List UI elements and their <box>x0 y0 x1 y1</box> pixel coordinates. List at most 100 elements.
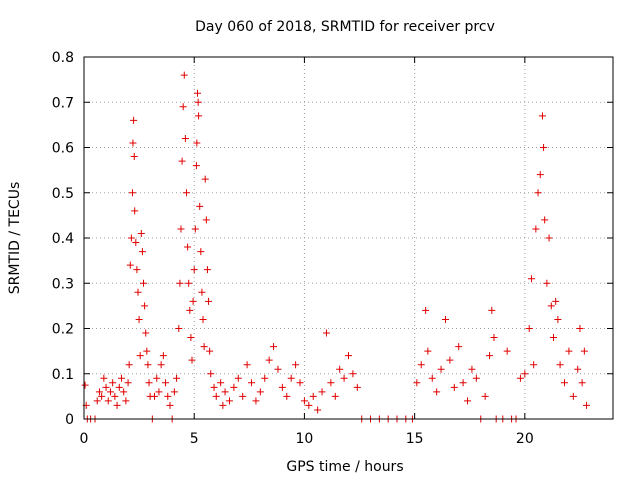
data-point <box>181 134 189 142</box>
data-point <box>136 352 144 360</box>
y-tick-label: 0.7 <box>52 95 74 111</box>
data-point <box>205 297 213 305</box>
data-point <box>130 116 138 124</box>
data-point <box>481 392 489 400</box>
data-point <box>198 288 206 296</box>
data-point <box>206 347 214 355</box>
data-point <box>164 392 172 400</box>
data-point <box>521 370 529 378</box>
data-point <box>140 279 148 287</box>
data-point <box>565 347 573 355</box>
data-point <box>230 383 238 391</box>
data-point <box>472 374 480 382</box>
data-point <box>353 383 361 391</box>
y-tick-label: 0.3 <box>52 276 74 292</box>
data-point <box>561 379 569 387</box>
data-point <box>153 374 161 382</box>
data-point <box>210 383 218 391</box>
data-point <box>95 388 103 396</box>
x-tick-label: 20 <box>516 431 534 447</box>
data-point <box>283 392 291 400</box>
data-point <box>188 356 196 364</box>
data-point <box>345 352 352 360</box>
data-point <box>486 352 494 360</box>
axis-ticks: 0 0.1 0.2 0.3 0.4 0.5 0.6 0.7 0.8 0 5 10 15 20 <box>52 50 613 447</box>
data-point <box>189 297 197 305</box>
data-point <box>194 89 202 97</box>
data-point <box>464 397 472 405</box>
data-point <box>527 275 535 283</box>
data-point <box>132 239 140 247</box>
data-point <box>583 401 591 409</box>
data-point <box>554 315 562 323</box>
data-point <box>192 162 200 170</box>
data-point <box>459 379 467 387</box>
data-point <box>130 153 138 161</box>
data-point <box>296 379 304 387</box>
y-tick-label: 0.8 <box>52 50 74 66</box>
data-point <box>545 234 553 242</box>
data-point <box>190 266 198 274</box>
data-point <box>135 315 143 323</box>
data-point <box>155 388 163 396</box>
data-point <box>300 397 308 405</box>
x-tick-label: 0 <box>80 431 89 447</box>
data-point <box>126 261 134 269</box>
data-point <box>219 401 227 409</box>
data-point <box>178 157 186 165</box>
data-point <box>243 361 251 369</box>
chart-title: Day 060 of 2018, SRMTID for receiver prc… <box>195 19 495 35</box>
data-point <box>212 392 220 400</box>
data-point <box>173 374 181 382</box>
data-point <box>162 379 170 387</box>
data-point <box>424 347 432 355</box>
data-point <box>503 347 511 355</box>
data-point <box>111 392 119 400</box>
data-point <box>137 229 145 237</box>
data-point <box>131 207 139 215</box>
data-point <box>177 225 185 233</box>
data-point <box>127 234 135 242</box>
data-point <box>176 279 184 287</box>
data-point <box>336 365 344 373</box>
y-tick-label: 0.5 <box>52 186 74 202</box>
data-point <box>413 379 421 387</box>
data-point <box>441 315 449 323</box>
data-point <box>305 401 313 409</box>
data-point <box>157 361 165 369</box>
data-point <box>318 388 326 396</box>
data-point <box>141 302 149 310</box>
data-point <box>239 392 247 400</box>
data-point <box>428 374 436 382</box>
grid-layer <box>84 57 613 419</box>
data-point <box>124 379 132 387</box>
data-point <box>104 397 112 405</box>
data-point <box>207 370 215 378</box>
y-tick-label: 0.4 <box>52 231 74 247</box>
data-point <box>525 325 533 332</box>
data-point <box>261 374 269 382</box>
data-point <box>552 297 560 305</box>
data-point <box>184 243 192 251</box>
data-point <box>129 139 137 147</box>
data-point <box>256 388 264 396</box>
y-tick-label: 0.6 <box>52 141 74 157</box>
data-point <box>576 325 584 332</box>
y-tick-label: 0 <box>65 412 74 428</box>
data-point <box>580 347 588 355</box>
data-point <box>490 334 498 342</box>
data-point <box>142 329 150 337</box>
data-point <box>117 374 125 382</box>
data-point <box>569 392 577 400</box>
data-point <box>194 98 202 106</box>
data-point <box>182 189 190 197</box>
data-point <box>468 365 476 373</box>
data-point <box>180 71 188 79</box>
data-point <box>120 388 128 396</box>
data-point <box>327 379 335 387</box>
data-point <box>547 302 555 310</box>
data-point <box>450 383 458 391</box>
y-axis-label: SRMTID / TECUs <box>7 182 23 295</box>
data-point <box>81 381 89 389</box>
data-point <box>556 361 564 369</box>
